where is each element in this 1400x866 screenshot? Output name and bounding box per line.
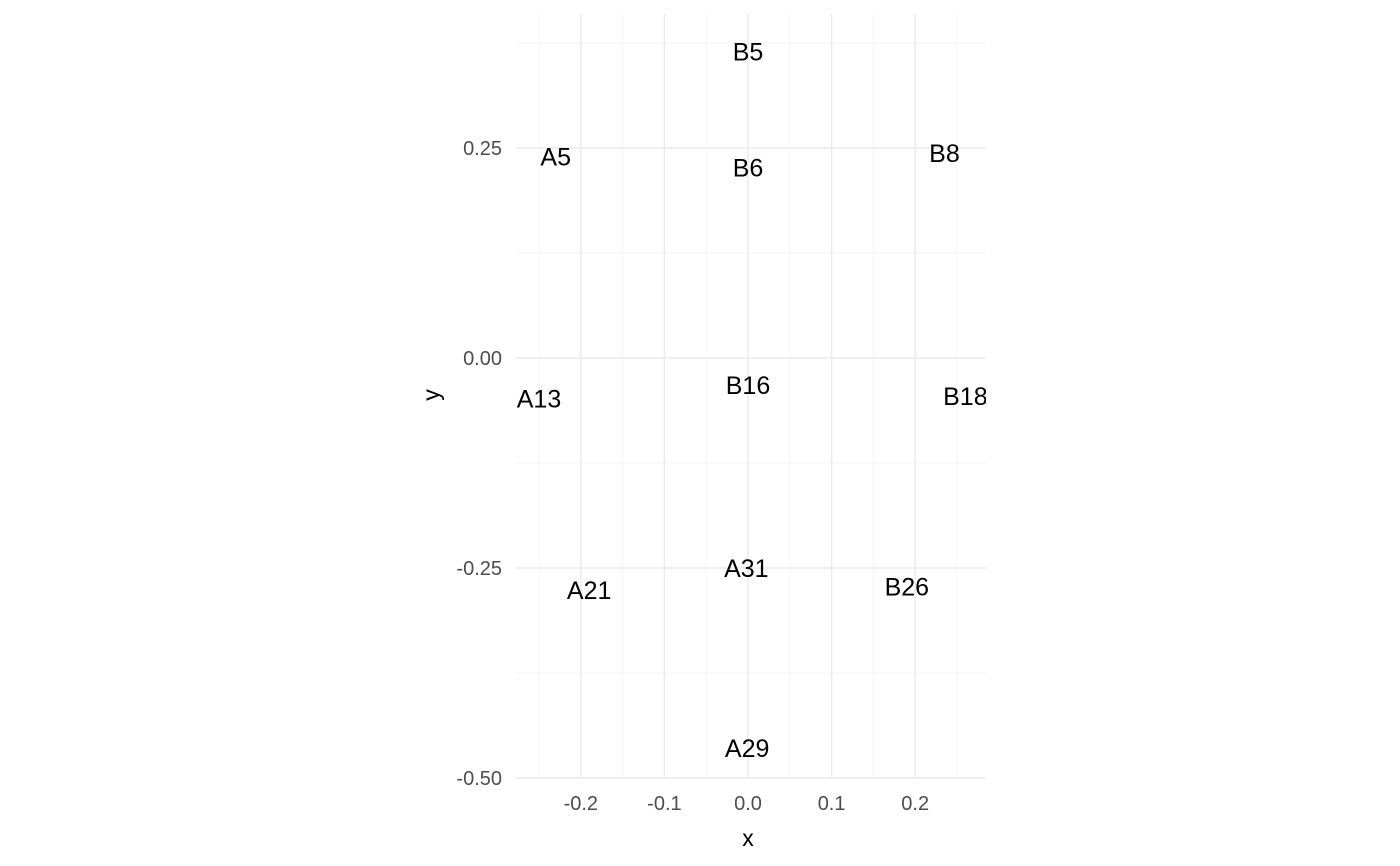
point-label-b6: B6 [733, 154, 764, 182]
point-label-a13: A13 [517, 385, 561, 413]
x-axis-tick-labels: -0.2 -0.1 0.0 0.1 0.2 [564, 793, 930, 815]
x-axis-title: x [742, 825, 754, 851]
x-tick-label: -0.2 [564, 793, 598, 815]
y-axis-tick-labels: 0.25 0.00 -0.25 -0.50 [456, 138, 502, 790]
y-tick-label: -0.50 [456, 768, 502, 790]
point-label-b8: B8 [929, 140, 960, 168]
point-labels: B5 A5 B6 B8 A13 B16 B18 A31 A21 B26 A29 [517, 38, 987, 763]
x-tick-label: -0.1 [647, 793, 681, 815]
x-tick-label: 0.0 [734, 793, 762, 815]
y-tick-label: 0.00 [463, 348, 502, 370]
point-label-b5: B5 [733, 38, 764, 66]
point-label-a29: A29 [725, 735, 769, 763]
y-tick-label: -0.25 [456, 558, 502, 580]
point-label-b18: B18 [943, 383, 987, 411]
point-label-b26: B26 [885, 573, 929, 601]
minor-grid [516, 14, 986, 778]
point-label-a5: A5 [540, 143, 571, 171]
x-tick-label: 0.2 [901, 793, 929, 815]
x-tick-label: 0.1 [818, 793, 846, 815]
y-axis-title: y [418, 389, 444, 401]
point-label-b16: B16 [726, 372, 770, 400]
major-grid [516, 14, 986, 779]
point-label-a21: A21 [567, 577, 611, 605]
y-tick-label: 0.25 [463, 138, 502, 160]
point-label-a31: A31 [724, 555, 768, 583]
